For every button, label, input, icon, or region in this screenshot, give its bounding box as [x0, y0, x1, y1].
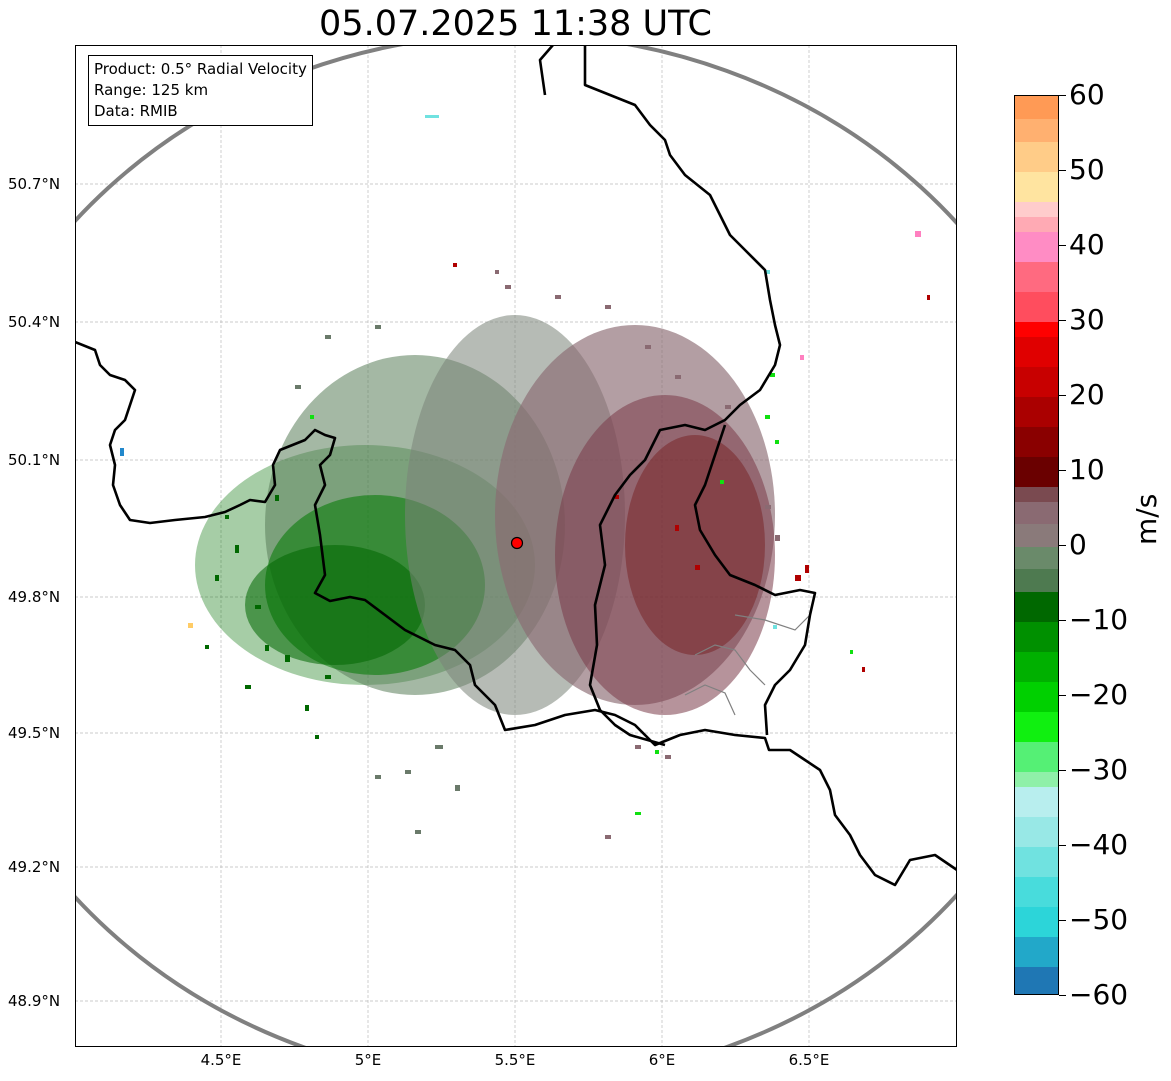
- colorbar-tick-label: 30: [1069, 303, 1105, 336]
- colorbar-segment: [1015, 966, 1058, 994]
- colorbar-segment: [1015, 426, 1058, 457]
- lat-label: 50.4°N: [8, 313, 61, 331]
- colorbar-segment: [1015, 291, 1058, 322]
- colorbar-segment: [1015, 118, 1058, 142]
- velocity-echoes: [120, 115, 930, 839]
- colorbar-tick: [1059, 95, 1066, 96]
- colorbar-segment: [1015, 216, 1058, 232]
- colorbar-segment: [1015, 786, 1058, 817]
- colorbar-segment: [1015, 876, 1058, 907]
- colorbar-segment: [1015, 231, 1058, 262]
- colorbar-tick-label: −40: [1069, 828, 1129, 861]
- colorbar-segment: [1015, 846, 1058, 877]
- colorbar-segment: [1015, 171, 1058, 202]
- lon-label: 6.5°E: [788, 1051, 830, 1069]
- colorbar-segment: [1015, 681, 1058, 712]
- colorbar-segment: [1015, 591, 1058, 622]
- lat-label: 49.5°N: [8, 724, 61, 742]
- colorbar-segment: [1015, 711, 1058, 742]
- colorbar-tick-label: −20: [1069, 678, 1129, 711]
- colorbar-tick-label: 50: [1069, 153, 1105, 186]
- colorbar-segment: [1015, 523, 1058, 547]
- lon-label: 5°E: [354, 1051, 382, 1069]
- colorbar-tick: [1059, 695, 1066, 696]
- lat-label: 50.1°N: [8, 451, 61, 469]
- lon-label: 5.5°E: [494, 1051, 536, 1069]
- colorbar-segment: [1015, 906, 1058, 937]
- data-source-label: Data: RMIB: [94, 102, 178, 120]
- range-label: Range: 125 km: [94, 81, 209, 99]
- colorbar-segment: [1015, 936, 1058, 967]
- lat-label: 50.7°N: [8, 175, 61, 193]
- colorbar-tick-label: 20: [1069, 378, 1105, 411]
- colorbar-segment: [1015, 741, 1058, 772]
- colorbar-segment: [1015, 546, 1058, 569]
- colorbar-segment: [1015, 501, 1058, 524]
- lon-label: 4.5°E: [200, 1051, 242, 1069]
- colorbar-segment: [1015, 336, 1058, 367]
- colorbar-segment: [1015, 456, 1058, 487]
- colorbar-segment: [1015, 486, 1058, 502]
- radar-map: [75, 45, 957, 1047]
- colorbar-segment: [1015, 201, 1058, 217]
- colorbar-tick: [1059, 845, 1066, 846]
- colorbar-tick: [1059, 770, 1066, 771]
- colorbar-tick: [1059, 170, 1066, 171]
- colorbar-tick: [1059, 320, 1066, 321]
- colorbar-tick-label: −60: [1069, 978, 1129, 1011]
- colorbar-tick-label: 60: [1069, 78, 1105, 111]
- velocity-colorbar: [1014, 95, 1059, 995]
- colorbar-tick-label: 40: [1069, 228, 1105, 261]
- colorbar-segment: [1015, 261, 1058, 292]
- colorbar-segment: [1015, 816, 1058, 847]
- colorbar-segment: [1015, 396, 1058, 427]
- product-info-box: Product: 0.5° Radial Velocity Range: 125…: [88, 55, 313, 126]
- colorbar-segment: [1015, 568, 1058, 592]
- colorbar-segment: [1015, 96, 1058, 119]
- colorbar-tick: [1059, 995, 1066, 996]
- national-borders: [75, 45, 957, 887]
- colorbar-tick: [1059, 245, 1066, 246]
- lat-label: 49.8°N: [8, 588, 61, 606]
- radar-site-marker: [510, 536, 524, 550]
- colorbar-segment: [1015, 651, 1058, 682]
- colorbar-tick: [1059, 395, 1066, 396]
- lat-label: 49.2°N: [8, 858, 61, 876]
- lat-label: 48.9°N: [8, 992, 61, 1010]
- colorbar-segment: [1015, 366, 1058, 397]
- colorbar-segment: [1015, 621, 1058, 652]
- colorbar-segment: [1015, 141, 1058, 172]
- map-title: 05.07.2025 11:38 UTC: [319, 4, 712, 44]
- colorbar-tick-label: 0: [1069, 528, 1087, 561]
- colorbar-tick: [1059, 545, 1066, 546]
- colorbar-tick-label: −30: [1069, 753, 1129, 786]
- colorbar-tick: [1059, 470, 1066, 471]
- colorbar-tick-label: 10: [1069, 453, 1105, 486]
- product-label: Product: 0.5° Radial Velocity: [94, 60, 307, 78]
- colorbar-segment: [1015, 321, 1058, 337]
- lon-label: 6°E: [648, 1051, 676, 1069]
- colorbar-tick-label: −50: [1069, 903, 1129, 936]
- colorbar-tick: [1059, 920, 1066, 921]
- colorbar-segment: [1015, 771, 1058, 787]
- colorbar-tick-label: −10: [1069, 603, 1129, 636]
- colorbar-unit-label: m/s: [1130, 493, 1163, 545]
- colorbar-tick: [1059, 620, 1066, 621]
